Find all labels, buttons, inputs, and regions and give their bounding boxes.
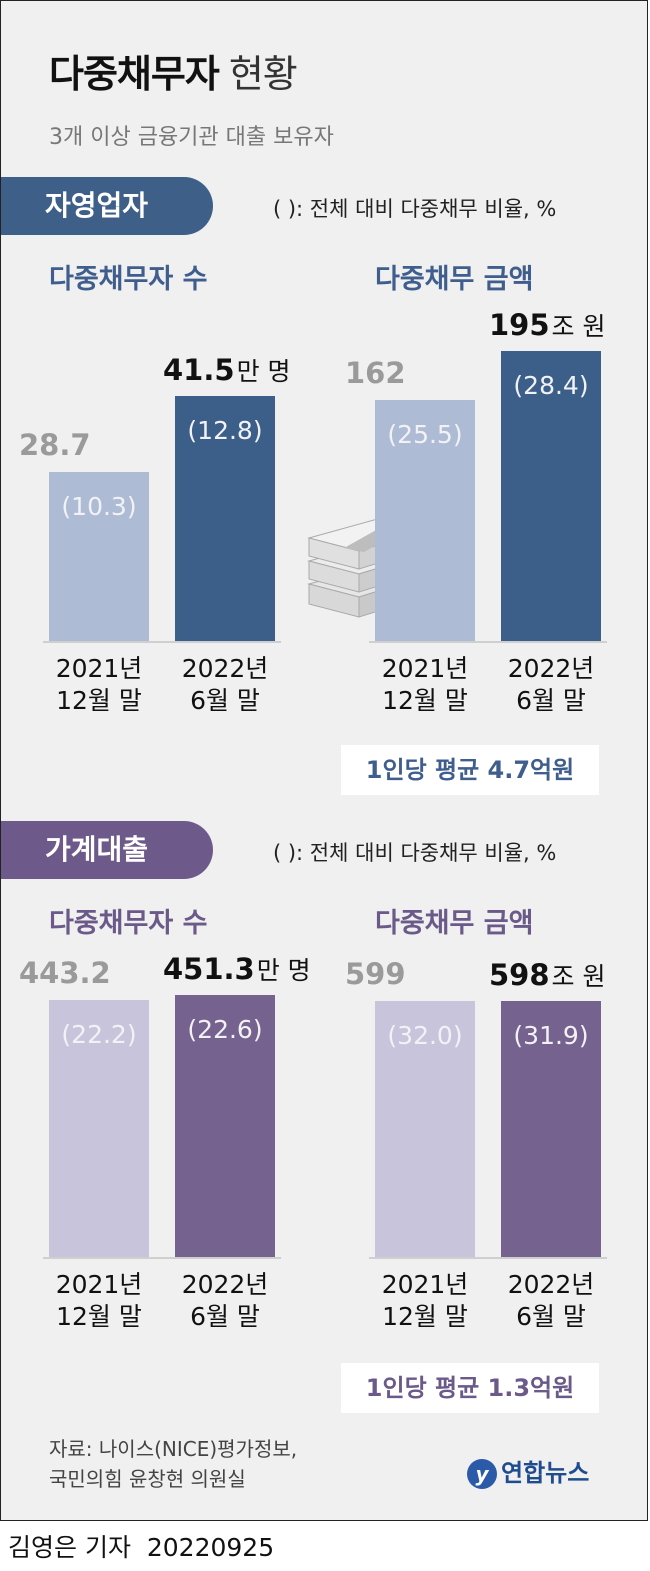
avg-note-self-employed: 1인당 평균 4.7억원 (341, 745, 599, 795)
value-number: 451.3 (163, 952, 255, 986)
x-tick-label-line: 6월 말 (190, 686, 260, 715)
x-tick-label: 2021년 12월 말 (362, 1269, 488, 1333)
panel-title: 다중채무자 수 (49, 908, 208, 939)
x-tick-label-line: 12월 말 (56, 1302, 142, 1331)
value-number: 443.2 (19, 955, 111, 990)
x-tick-label-line: 6월 말 (516, 686, 586, 715)
bar-ratio-label: (32.0) (387, 1021, 463, 1050)
panel-title: 다중채무 금액 (375, 264, 534, 295)
bar (49, 471, 149, 641)
bar-ratio-label: (12.8) (187, 416, 263, 445)
panel-title: 다중채무 금액 (375, 908, 534, 939)
bar-ratio-label: (22.6) (187, 1015, 263, 1044)
value-unit: 만 명 (256, 956, 311, 985)
x-tick-label-line: 2021년 (55, 654, 143, 683)
x-tick-label: 2022년 6월 말 (488, 653, 614, 717)
x-tick-label: 2021년 12월 말 (36, 653, 162, 717)
bar-ratio-label: (10.3) (61, 491, 137, 521)
section-tag-household: 가계대출 (1, 821, 213, 879)
bar-value-label: 451.3만 명 (163, 951, 311, 987)
value-number: 28.7 (19, 427, 91, 462)
value-unit: 만 명 (236, 357, 291, 386)
bar-ratio-label: (22.2) (61, 1019, 137, 1049)
section-tag-self-employed: 자영업자 (1, 177, 213, 235)
avg-note-household: 1인당 평균 1.3억원 (341, 1363, 599, 1413)
bar (175, 396, 275, 641)
infographic-frame: 다중채무자 현황 3개 이상 금융기관 대출 보유자 자영업자 ( ): 전체 대… (0, 0, 648, 1521)
x-tick-label-line: 2022년 (181, 654, 269, 683)
value-number: 598 (489, 958, 550, 993)
chart-baseline (43, 641, 281, 643)
bar-value-label: 162 (345, 356, 406, 390)
source-line-1: 자료: 나이스(NICE)평가정보, (49, 1437, 298, 1461)
publish-date: 20220925 (146, 1533, 275, 1562)
bar (501, 1001, 601, 1257)
chart-baseline (369, 1257, 607, 1259)
x-tick-label-line: 2022년 (507, 1270, 595, 1299)
source-note: 자료: 나이스(NICE)평가정보, 국민의힘 윤창현 의원실 (49, 1434, 297, 1494)
x-tick-label-line: 6월 말 (516, 1302, 586, 1331)
x-tick-label: 2022년 6월 말 (162, 653, 288, 717)
value-number: 41.5 (163, 353, 235, 387)
bar (375, 1001, 475, 1257)
value-unit: 조 원 (551, 312, 606, 341)
x-tick-label: 2022년 6월 말 (162, 1269, 288, 1333)
bar (501, 351, 601, 641)
x-tick-label-line: 12월 말 (56, 686, 142, 715)
bar (375, 400, 475, 641)
x-tick-label-line: 12월 말 (382, 1302, 468, 1331)
x-tick-label-line: 12월 말 (382, 686, 468, 715)
bar-value-label: 598조 원 (489, 957, 606, 993)
logo-mark-icon: y (467, 1459, 497, 1489)
bar-value-label: 443.2 (19, 956, 111, 990)
bar-ratio-label: (25.5) (387, 420, 463, 450)
chart-baseline (43, 1257, 281, 1259)
page-title: 다중채무자 현황 (49, 43, 298, 98)
source-line-2: 국민의힘 윤창현 의원실 (49, 1467, 246, 1491)
footer-credit: 김영은 기자 20220925 (8, 1528, 274, 1564)
section-note-household: ( ): 전체 대비 다중채무 비율, % (273, 841, 557, 865)
value-unit: 조 원 (551, 962, 606, 992)
bar-value-label: 599 (345, 957, 406, 991)
bar-ratio-label: (28.4) (513, 371, 589, 400)
value-number: 195 (489, 308, 550, 342)
x-tick-label-line: 2021년 (55, 1270, 143, 1299)
bar-value-label: 195조 원 (489, 307, 606, 343)
value-number: 162 (345, 356, 406, 391)
x-tick-label-line: 2022년 (507, 654, 595, 683)
bar (49, 999, 149, 1257)
x-tick-label: 2021년 12월 말 (362, 653, 488, 717)
yonhap-logo: y 연합뉴스 (467, 1453, 589, 1489)
title-bold: 다중채무자 (49, 52, 220, 96)
x-tick-label: 2022년 6월 말 (488, 1269, 614, 1333)
page-subtitle: 3개 이상 금융기관 대출 보유자 (49, 125, 334, 150)
x-tick-label: 2021년 12월 말 (36, 1269, 162, 1333)
x-tick-label-line: 2021년 (381, 1270, 469, 1299)
x-tick-label-line: 2021년 (381, 654, 469, 683)
bar-value-label: 41.5만 명 (163, 352, 291, 388)
title-light: 현황 (228, 52, 298, 96)
panel-title: 다중채무자 수 (49, 264, 208, 295)
logo-text: 연합뉴스 (501, 1459, 590, 1487)
x-tick-label-line: 6월 말 (190, 1302, 260, 1331)
reporter-name: 김영은 기자 (8, 1533, 131, 1562)
bar-ratio-label: (31.9) (513, 1021, 589, 1051)
bar-value-label: 28.7 (19, 428, 91, 462)
bar (175, 995, 275, 1257)
chart-baseline (369, 641, 607, 643)
value-number: 599 (345, 957, 406, 991)
x-tick-label-line: 2022년 (181, 1270, 269, 1299)
section-note-self-employed: ( ): 전체 대비 다중채무 비율, % (273, 197, 557, 221)
